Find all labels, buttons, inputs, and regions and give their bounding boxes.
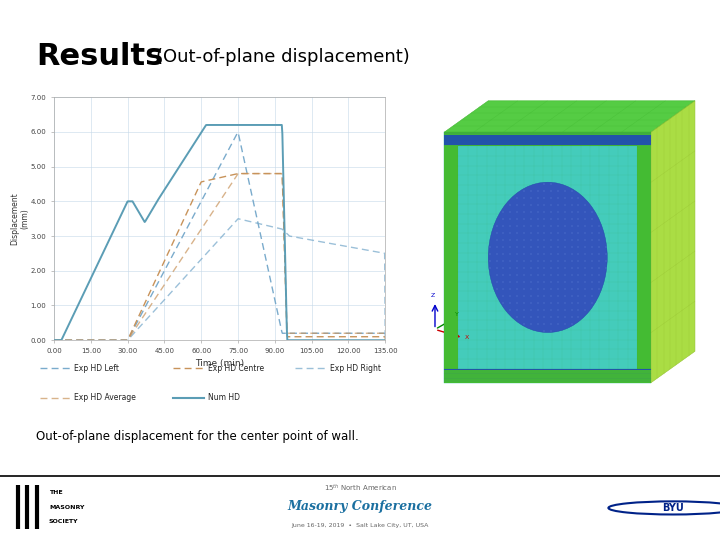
Y-axis label: Displacement
(mm): Displacement (mm)	[10, 192, 30, 245]
Text: June 16-19, 2019  •  Salt Lake City, UT, USA: June 16-19, 2019 • Salt Lake City, UT, U…	[292, 523, 428, 528]
Text: BYU: BYU	[662, 503, 684, 513]
Text: Masonry Conference: Masonry Conference	[287, 500, 433, 513]
Polygon shape	[444, 369, 651, 370]
Text: Exp HD Centre: Exp HD Centre	[208, 364, 264, 373]
Text: Out-of-plane displacement for the center point of wall.: Out-of-plane displacement for the center…	[36, 429, 359, 443]
Polygon shape	[444, 101, 695, 132]
X-axis label: Time (min): Time (min)	[195, 360, 244, 368]
Text: 15$^{th}$ North American: 15$^{th}$ North American	[323, 482, 397, 493]
Circle shape	[608, 501, 720, 515]
Ellipse shape	[488, 182, 607, 333]
Text: X: X	[464, 335, 469, 340]
Polygon shape	[651, 101, 695, 383]
Text: MASONRY: MASONRY	[49, 505, 84, 510]
Text: (Out-of-plane displacement): (Out-of-plane displacement)	[156, 48, 410, 66]
Text: SOCIETY: SOCIETY	[49, 519, 78, 524]
Polygon shape	[444, 134, 651, 145]
Polygon shape	[444, 132, 651, 146]
Text: Exp HD Right: Exp HD Right	[330, 364, 381, 373]
Text: Z: Z	[431, 293, 435, 298]
Text: Results: Results	[36, 42, 163, 71]
Text: Y: Y	[455, 312, 459, 317]
Text: THE: THE	[49, 490, 63, 495]
Text: Num HD: Num HD	[208, 393, 240, 402]
Polygon shape	[637, 132, 651, 383]
Polygon shape	[444, 132, 651, 383]
Polygon shape	[444, 132, 459, 383]
Text: Exp HD Average: Exp HD Average	[74, 393, 136, 402]
Text: Exp HD Left: Exp HD Left	[74, 364, 120, 373]
Polygon shape	[444, 369, 651, 383]
